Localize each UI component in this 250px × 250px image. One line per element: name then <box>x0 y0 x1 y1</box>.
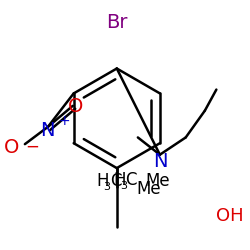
Text: OH: OH <box>216 207 244 225</box>
Text: N: N <box>153 152 167 171</box>
Text: Me: Me <box>136 180 160 198</box>
Text: −: − <box>26 138 40 156</box>
Text: Me: Me <box>146 172 170 190</box>
Text: H: H <box>113 170 126 188</box>
Text: Br: Br <box>106 13 128 32</box>
Text: O: O <box>68 97 83 116</box>
Text: C: C <box>126 170 137 188</box>
Text: C: C <box>110 172 122 190</box>
Text: H: H <box>97 172 109 190</box>
Text: O: O <box>4 138 19 156</box>
Text: 3: 3 <box>120 182 128 192</box>
Text: 3: 3 <box>104 182 110 192</box>
Text: N: N <box>40 121 55 140</box>
Text: +: + <box>58 114 70 128</box>
